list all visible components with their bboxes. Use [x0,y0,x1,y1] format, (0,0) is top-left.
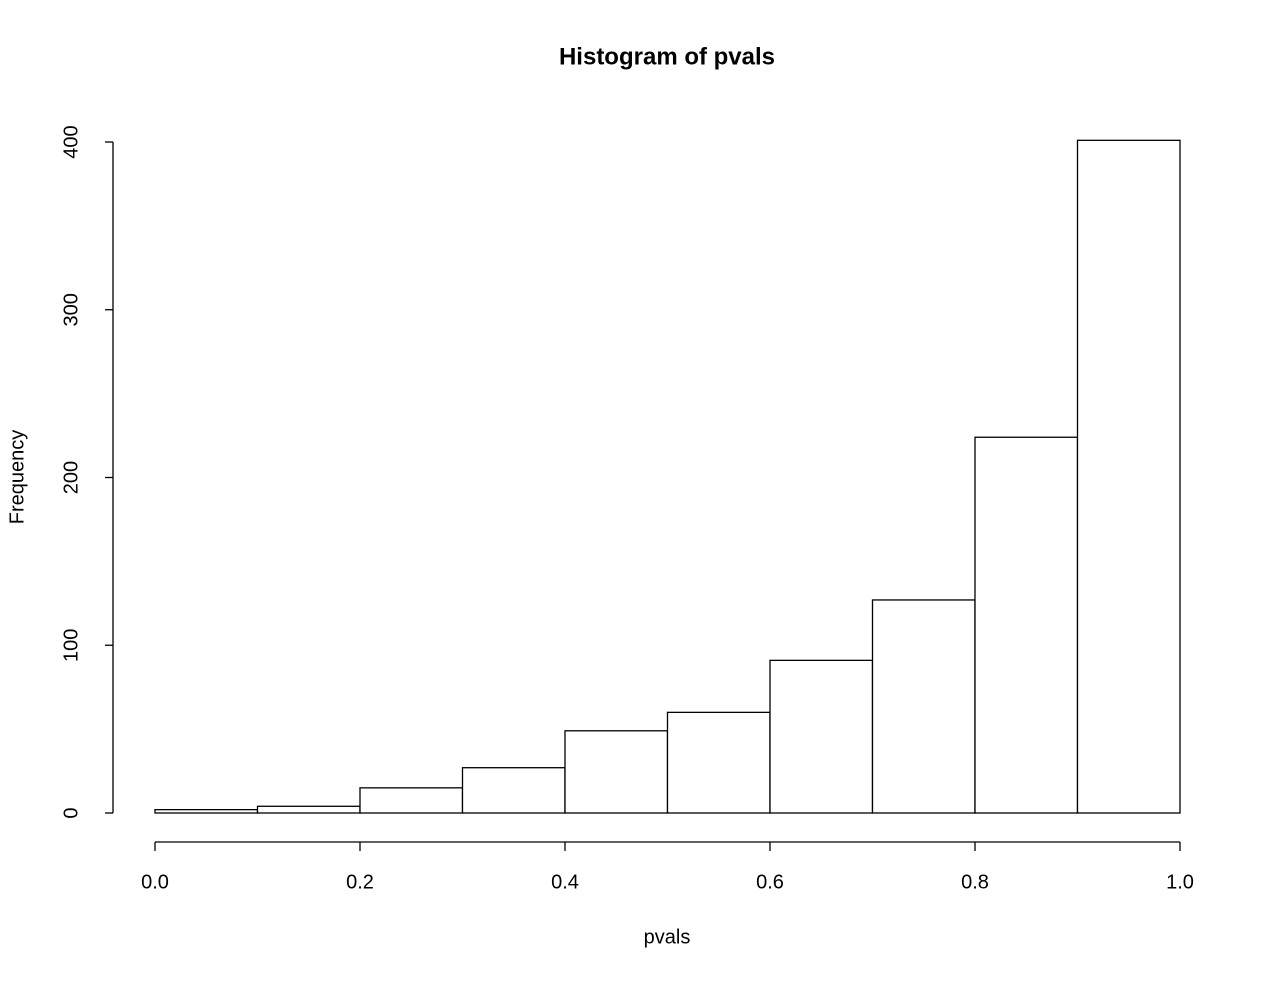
x-tick-label: 0.4 [551,871,579,893]
bar [1076,139,1181,814]
bar [564,730,669,814]
bar [974,436,1079,814]
x-axis-label: pvals [644,926,691,948]
y-tick-label: 100 [60,629,82,662]
y-axis-label: Frequency [6,430,28,525]
y-tick-label: 0 [60,807,82,818]
y-tick-label: 200 [60,461,82,494]
bar [769,659,874,814]
y-tick-label: 300 [60,293,82,326]
x-tick-label: 0.8 [961,871,989,893]
x-tick-label: 1.0 [1166,871,1194,893]
x-tick-label: 0.2 [346,871,374,893]
bar [256,805,361,814]
x-tick-label: 0.0 [141,871,169,893]
bar [154,808,259,814]
bar [359,787,464,814]
bar [461,767,566,814]
bar [871,599,976,814]
x-tick-label: 0.6 [756,871,784,893]
y-tick-label: 400 [60,125,82,158]
chart-title: Histogram of pvals [559,43,775,70]
bar [666,711,771,814]
